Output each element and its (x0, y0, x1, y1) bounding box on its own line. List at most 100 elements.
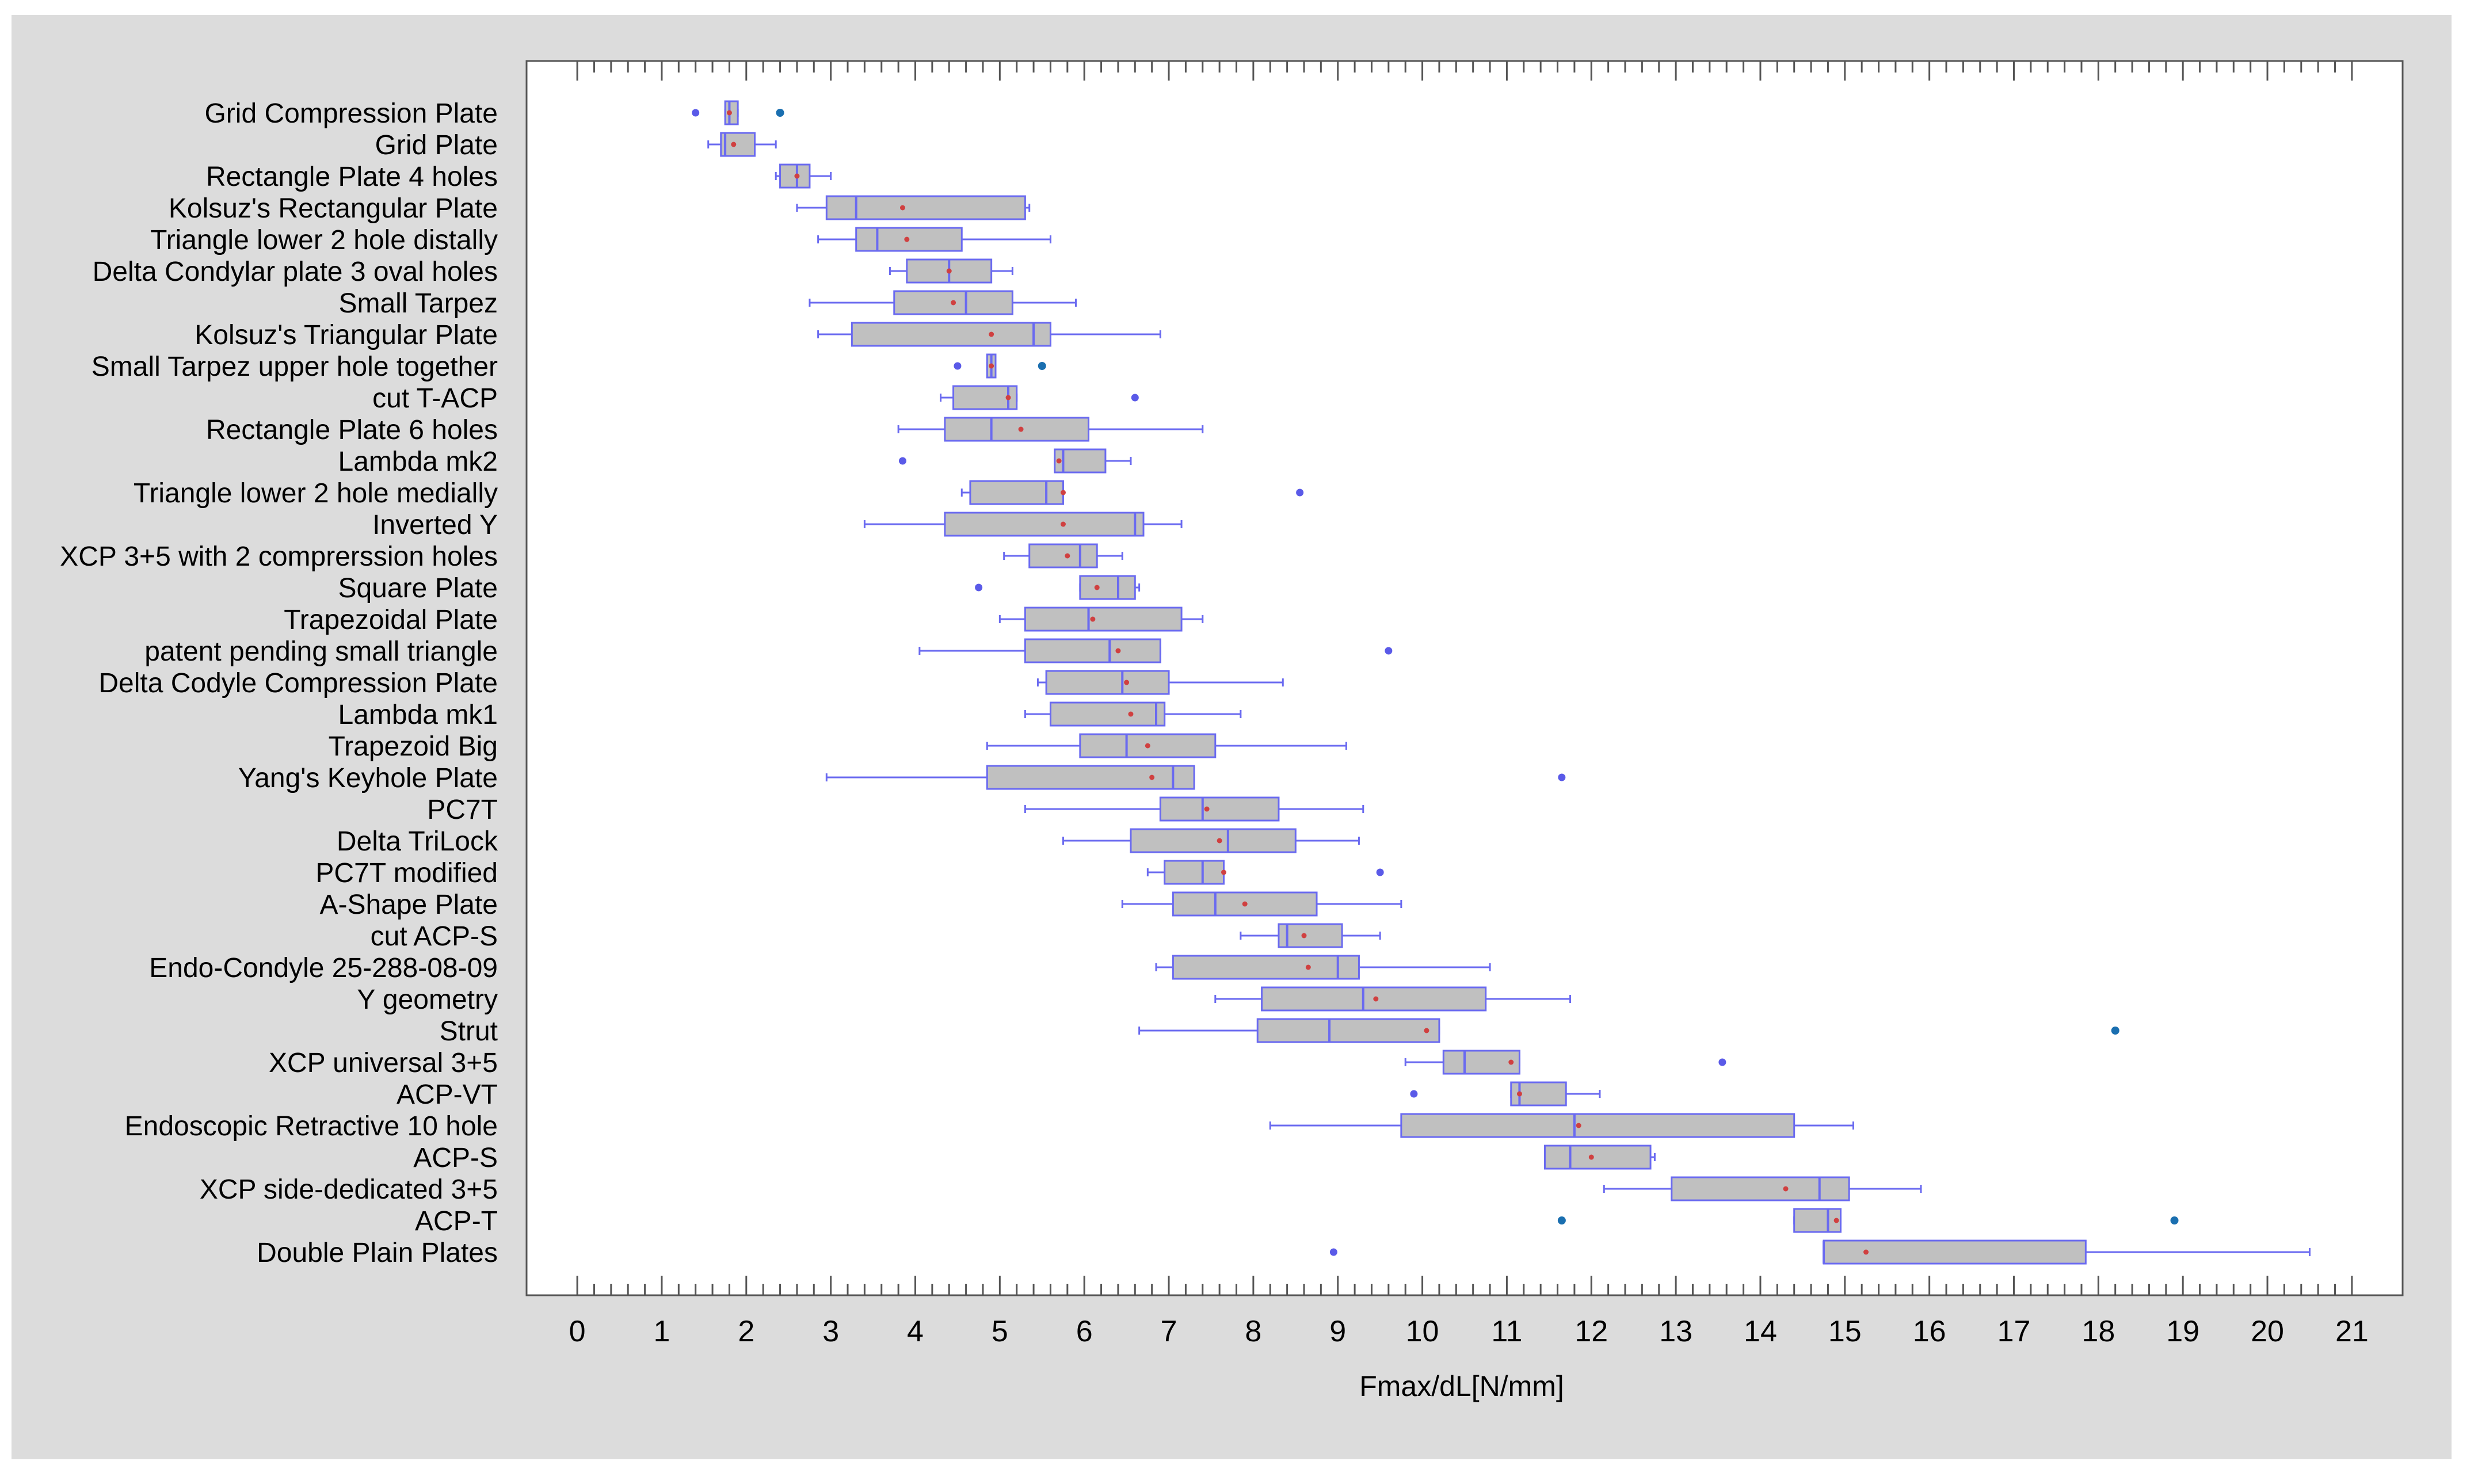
iqr-box (1024, 606, 1183, 632)
category-label: Trapezoidal Plate (284, 605, 498, 635)
category-label: ACP-T (415, 1206, 498, 1237)
category-label: Strut (440, 1016, 498, 1047)
category-label: Endoscopic Retractive 10 hole (125, 1111, 498, 1142)
iqr-box (1671, 1176, 1850, 1201)
box-group (863, 512, 1183, 537)
outlier-point (1376, 868, 1384, 876)
x-tick-label: 0 (569, 1315, 586, 1348)
box-group (1024, 701, 1242, 727)
mean-marker (1305, 964, 1311, 970)
x-tick-label: 21 (2335, 1315, 2369, 1348)
mean-marker (946, 268, 952, 274)
x-tick-label: 14 (1744, 1315, 1777, 1348)
iqr-box (1278, 923, 1343, 948)
mean-marker (1508, 1059, 1514, 1065)
mean-marker (1373, 996, 1379, 1002)
x-tick-label: 6 (1076, 1315, 1093, 1348)
x-tick-label: 4 (907, 1315, 924, 1348)
x-tick-label: 10 (1406, 1315, 1439, 1348)
x-tick-label: 15 (1828, 1315, 1862, 1348)
x-tick-label: 8 (1245, 1315, 1261, 1348)
x-tick-label: 7 (1161, 1315, 1177, 1348)
axis-ticks (576, 61, 2353, 1295)
far-outlier-point (1557, 1216, 1566, 1224)
box-group (1138, 1018, 2119, 1043)
iqr-box (1049, 701, 1166, 727)
mean-marker (1090, 616, 1096, 622)
mean-marker (1783, 1186, 1789, 1192)
category-label: Yang's Keyhole Plate (238, 763, 498, 793)
category-label: ACP-S (413, 1143, 498, 1173)
mean-marker (1204, 806, 1210, 812)
category-label: Grid Plate (375, 130, 498, 161)
iqr-box (1164, 860, 1225, 885)
x-tick-label: 12 (1575, 1315, 1608, 1348)
outlier-point (1296, 489, 1304, 497)
box-group (1404, 1050, 1726, 1075)
category-label: Trapezoid Big (329, 731, 498, 762)
iqr-box (944, 512, 1145, 537)
x-tick-label: 19 (2166, 1315, 2199, 1348)
box-group (975, 575, 1141, 600)
box-group (775, 163, 832, 189)
category-label: Small Tarpez upper hole together (92, 352, 498, 382)
outlier-point (954, 362, 962, 370)
category-label: Small Tarpez (338, 288, 498, 319)
box-group (898, 448, 1132, 474)
category-label: Double Plain Plates (257, 1238, 498, 1268)
far-outlier-point (2111, 1027, 2119, 1035)
chart-frame: 0 1 2 3 4 5 6 7 8 9 10 11 12 13 14 15 16 17 18 19 20 21 Grid … (12, 15, 2452, 1459)
category-label: patent pending small triangle (144, 636, 498, 667)
box-group (1155, 955, 1491, 980)
mean-marker (899, 205, 905, 211)
box-group (796, 195, 1031, 220)
outlier-point (1718, 1058, 1726, 1066)
outlier-point (1410, 1090, 1418, 1098)
category-label: Rectangle Plate 4 holes (206, 162, 498, 192)
mean-marker (1094, 585, 1100, 590)
category-label: Grid Compression Plate (204, 98, 498, 129)
mean-marker (1301, 933, 1307, 939)
category-label: Kolsuz's Rectangular Plate (169, 193, 498, 224)
category-label: XCP universal 3+5 (269, 1048, 498, 1078)
iqr-box (1793, 1208, 1842, 1233)
box-group (1062, 828, 1360, 853)
box-group (1410, 1081, 1601, 1107)
boxes (692, 100, 2311, 1265)
category-label: Triangle lower 2 hole distally (150, 225, 498, 255)
mean-marker (1588, 1154, 1594, 1160)
iqr-box (1823, 1239, 2087, 1265)
outlier-point (898, 457, 906, 465)
x-tick-label: 11 (1491, 1315, 1522, 1348)
mean-marker (1124, 680, 1130, 685)
category-label: PC7T modified (315, 858, 498, 888)
category-label: XCP side-dedicated 3+5 (200, 1174, 498, 1205)
mean-marker (794, 173, 800, 179)
box-group (889, 258, 1013, 284)
mean-marker (989, 363, 994, 369)
iqr-box (1130, 828, 1297, 853)
mean-marker (1018, 426, 1024, 432)
box-group (954, 353, 1046, 379)
category-label: Delta Codyle Compression Plate (98, 668, 498, 699)
mean-marker (1060, 521, 1066, 527)
category-label: ACP-VT (397, 1079, 498, 1110)
x-tick-label: 20 (2251, 1315, 2284, 1348)
box-group (692, 100, 784, 125)
category-label: XCP 3+5 with 2 comprerssion holes (60, 541, 498, 572)
iqr-box (986, 765, 1195, 790)
box-group (1036, 670, 1284, 695)
category-label: Endo-Condyle 25-288-08-09 (149, 953, 498, 983)
box-group (817, 227, 1051, 252)
mean-marker (951, 300, 956, 306)
category-label: Triangle lower 2 hole medially (134, 478, 498, 509)
box-group (1557, 1208, 2179, 1233)
far-outlier-point (776, 109, 784, 117)
category-label: Kolsuz's Triangular Plate (195, 320, 498, 350)
mean-marker (1060, 490, 1066, 495)
outlier-point (975, 583, 983, 592)
iqr-box (1045, 670, 1170, 695)
box-group (825, 765, 1566, 790)
box-group (986, 733, 1347, 758)
category-label: Rectangle Plate 6 holes (206, 415, 498, 445)
